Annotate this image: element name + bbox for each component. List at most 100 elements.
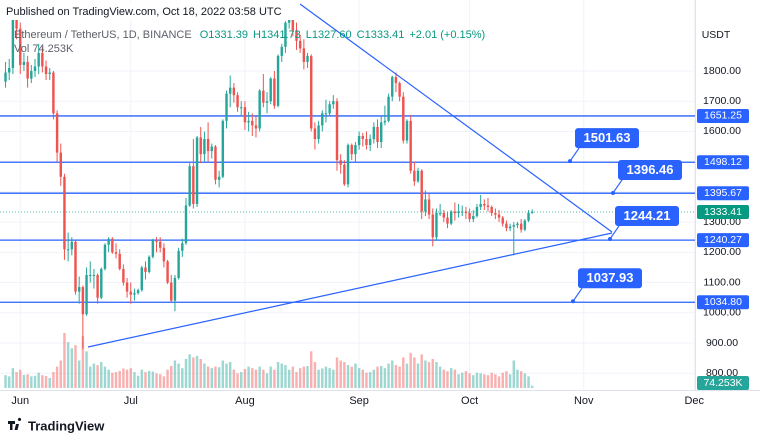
volume-bar: [236, 373, 239, 388]
volume-bar: [162, 376, 166, 388]
volume-bar: [453, 369, 457, 388]
candle-body: [195, 137, 199, 204]
candle-body: [247, 120, 250, 123]
volume-title: Vol 74.253K: [14, 43, 74, 55]
candle-body: [376, 126, 379, 143]
candle-body: [262, 90, 265, 103]
ohlc-value: H1341.73: [253, 29, 301, 41]
candle-body: [210, 146, 213, 152]
volume-bar: [527, 376, 530, 388]
volume-bar: [232, 369, 236, 388]
currency-label: USDT: [702, 29, 731, 41]
volume-bar: [427, 362, 431, 388]
callout-pointer: [612, 179, 623, 194]
candle-body: [512, 225, 516, 227]
volume-bar: [258, 366, 261, 388]
volume-bar: [74, 345, 77, 388]
candle-body: [122, 268, 125, 283]
candle-body: [170, 282, 173, 301]
candle-body: [136, 290, 140, 294]
volume-bar: [92, 363, 96, 388]
candle-body: [254, 125, 258, 129]
volume-bar: [497, 376, 501, 388]
volume-bar: [354, 363, 357, 388]
axes: 800.00900.001000.001100.001200.001300.00…: [11, 65, 749, 407]
candle-body: [372, 126, 376, 140]
volume-bar: [365, 372, 368, 388]
candle-body: [199, 137, 202, 155]
candle-body: [354, 145, 357, 155]
volume-bar: [184, 358, 188, 388]
candle-body: [442, 213, 446, 218]
level-label: 1240.27: [704, 234, 742, 246]
candle-body: [357, 135, 361, 146]
level-label: 1651.25: [704, 110, 742, 122]
volume-bar: [147, 370, 151, 388]
callout-anchor: [611, 190, 615, 195]
candle-body: [118, 253, 121, 269]
volume-bar: [376, 366, 379, 388]
candle-body: [258, 90, 261, 129]
volume-bar: [475, 372, 479, 388]
volume-bar: [262, 369, 265, 388]
candle-body: [427, 199, 431, 215]
volume-bar: [291, 366, 295, 388]
candle-body: [486, 205, 490, 207]
volume-bar: [96, 365, 99, 388]
candle-body: [41, 52, 44, 67]
volume-bar: [368, 372, 372, 388]
volume-bar: [151, 371, 155, 388]
candle-body: [4, 72, 7, 82]
callouts: 1501.63 1396.46 1244.21 1037.93: [568, 128, 682, 304]
volume-bar: [332, 369, 335, 388]
candle-body: [464, 211, 468, 214]
candle-body: [74, 241, 77, 292]
volume-bar: [420, 354, 423, 388]
x-tick-label: Jul: [124, 395, 138, 407]
volume-bar: [335, 357, 339, 388]
level-label-bg: [697, 108, 749, 123]
callout-pointer: [569, 147, 580, 162]
candle-body: [413, 170, 416, 182]
candle-body: [310, 55, 313, 129]
candle-body: [508, 226, 512, 229]
candle-body: [291, 15, 295, 31]
volume-bar: [379, 366, 383, 388]
volume-bar: [140, 369, 144, 388]
volume-bar: [530, 385, 534, 388]
volume-bar: [350, 366, 353, 388]
candle-body: [343, 164, 346, 185]
volume-bar: [273, 369, 276, 388]
volume-bar: [357, 368, 361, 388]
volume-bar: [125, 369, 129, 388]
volume-bar: [118, 370, 121, 388]
candle-body: [240, 107, 243, 109]
volume-bar: [383, 368, 387, 388]
candle-body: [409, 120, 412, 171]
y-tick-label: 1100.00: [703, 276, 740, 288]
volume-bar: [416, 363, 420, 388]
callout-label: 1037.93: [587, 270, 634, 285]
volume-bar: [221, 360, 225, 388]
volume-bar: [343, 362, 346, 388]
candle-body: [332, 101, 335, 105]
candle-body: [446, 217, 449, 224]
candle-body: [280, 46, 283, 56]
volume-bar: [217, 367, 221, 388]
volume-bar: [37, 372, 40, 388]
volume-bar: [100, 362, 103, 388]
candle-body: [479, 203, 482, 207]
volume-bar: [15, 372, 18, 388]
volume-bar: [346, 365, 350, 388]
volume-bar: [22, 374, 26, 388]
volume-bar: [501, 372, 504, 388]
volume-bar: [81, 336, 85, 388]
callout-label: 1501.63: [584, 130, 631, 145]
callout-label: 1396.46: [627, 162, 674, 177]
volume-bar: [107, 369, 110, 388]
volume-bar: [63, 333, 66, 388]
candle-body: [85, 274, 88, 315]
volume-bar: [210, 368, 213, 388]
volume-label: 74.253K: [703, 377, 742, 389]
last-price-bg: [697, 205, 749, 220]
